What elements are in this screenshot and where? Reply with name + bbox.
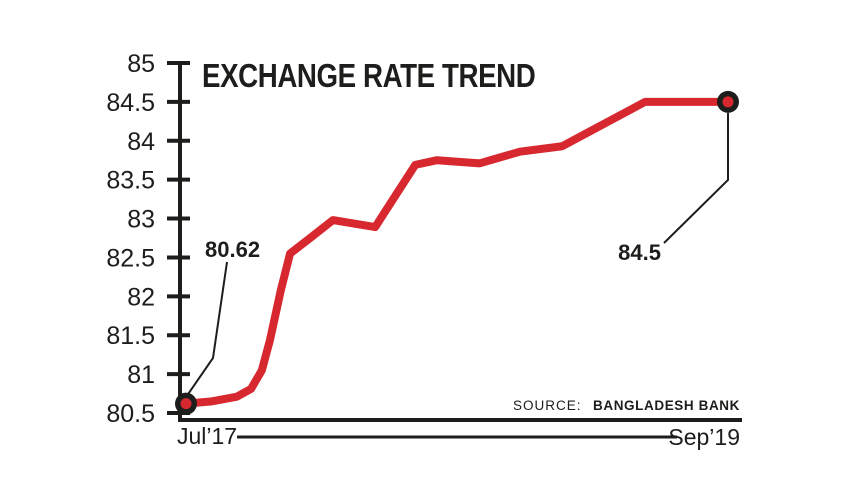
end-callout-line [663,112,729,244]
start-callout-line [186,261,228,397]
start-marker [175,392,197,415]
y-axis-tick-label: 80.5 [106,400,155,428]
marker-dot [180,398,192,410]
source-name-label: BANGLADESH BANK [593,398,740,413]
source-credit: SOURCE: BANGLADESH BANK [513,397,740,414]
rate-line [185,97,728,408]
y-axis: 85 84.5 84 83.5 83 82.5 82 81.5 81 80.5 [106,50,190,428]
chart-title: EXCHANGE RATE TREND [202,58,535,95]
y-axis-tick-label: 81.5 [106,322,155,350]
source-prefix-label: SOURCE: [513,398,582,413]
y-axis-tick-label: 83.5 [106,167,155,195]
start-value-label: 80.62 [205,237,260,262]
y-axis-tick-label: 82.5 [106,244,155,272]
y-axis-tick-label: 82 [127,283,155,311]
marker-dot [722,96,734,108]
y-axis-tick-label: 85 [127,50,155,78]
end-value-label: 84.5 [618,240,661,265]
x-axis-end-label: Sep’19 [668,424,740,450]
y-axis-tick-label: 83 [127,206,155,234]
y-axis-tick-label: 81 [127,361,155,389]
y-axis-tick-label: 84.5 [106,89,155,117]
y-axis-tick-label: 84 [127,128,155,156]
end-marker [717,90,739,113]
x-axis-start-label: Jul’17 [177,423,237,449]
